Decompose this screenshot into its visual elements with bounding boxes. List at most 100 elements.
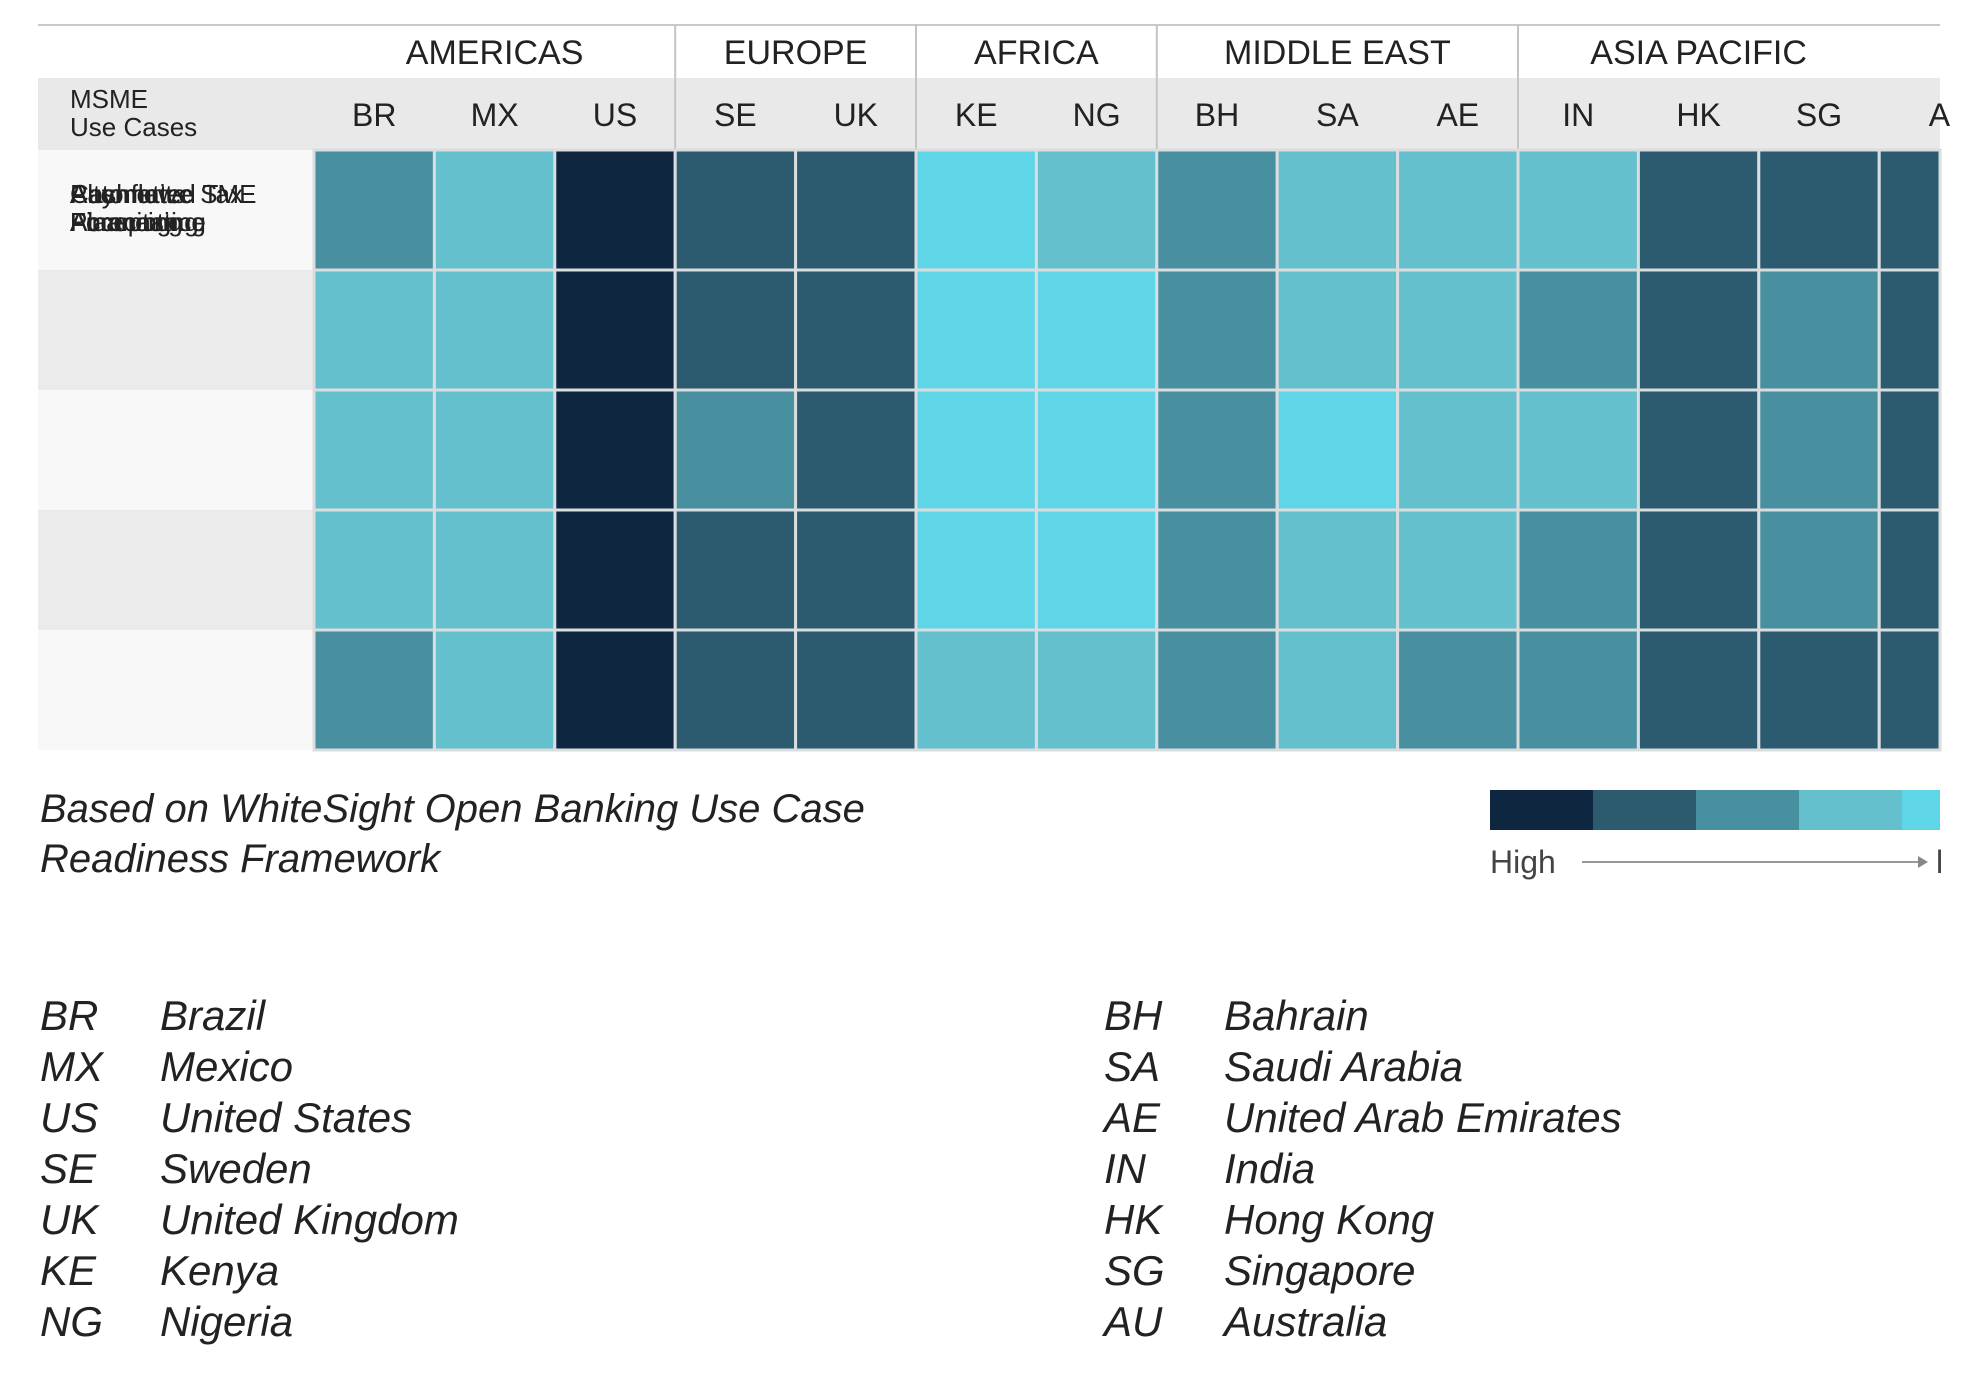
- row-label: Financing: [70, 207, 183, 237]
- glossary-code: BH: [1104, 992, 1163, 1039]
- glossary-code: SA: [1104, 1043, 1160, 1090]
- scale-arrow-head: [1918, 856, 1928, 868]
- heatmap-cell: [1155, 148, 1279, 272]
- heatmap-cell: [914, 268, 1038, 392]
- heatmap-cell: [1275, 148, 1400, 272]
- heatmap-cell: [1034, 628, 1159, 752]
- heatmap-cell: [1516, 388, 1640, 512]
- row-header-label: Use Cases: [70, 112, 197, 142]
- row-label-band: [38, 390, 314, 510]
- row-label: Accounting: [70, 207, 199, 237]
- region-label: EUROPE: [724, 34, 868, 72]
- glossary-name: Brazil: [160, 992, 267, 1039]
- heatmap-cell: [1757, 628, 1881, 752]
- heatmap-cell: [1516, 508, 1640, 632]
- country-label: SA: [1316, 97, 1359, 133]
- country-label: A: [1929, 97, 1951, 133]
- heatmap-cell: [1516, 628, 1640, 752]
- scale-low-label: l: [1936, 844, 1943, 880]
- glossary-code: BR: [40, 992, 98, 1039]
- heatmap-cell: [914, 508, 1038, 632]
- heatmap-cell: [673, 628, 798, 752]
- heatmap-cell: [1636, 148, 1761, 272]
- scale-swatch: [1593, 790, 1696, 830]
- heatmap-cell: [312, 508, 436, 632]
- country-header-band: [38, 78, 1940, 150]
- heatmap-cell: [1516, 268, 1640, 392]
- row-label: Automated: [70, 179, 196, 209]
- glossary-name: United Arab Emirates: [1224, 1094, 1622, 1141]
- chart-caption: Readiness Framework: [40, 837, 442, 881]
- heatmap-cell: [1396, 388, 1520, 512]
- heatmap-cell: [432, 388, 557, 512]
- row-label-band: [38, 270, 314, 390]
- country-label: MX: [471, 97, 519, 133]
- heatmap-cell: [312, 388, 436, 512]
- heatmap-cell: [1275, 268, 1400, 392]
- heatmap-cell: [1636, 508, 1761, 632]
- country-label: KE: [955, 97, 998, 133]
- country-label: SG: [1796, 97, 1842, 133]
- heatmap-cell: [914, 148, 1038, 272]
- heatmap-cell: [432, 148, 557, 272]
- glossary-code: SE: [40, 1145, 97, 1192]
- row-label: Alternative SME: [70, 179, 256, 209]
- heatmap-cell: [312, 268, 436, 392]
- row-header-label: MSME: [70, 84, 148, 114]
- heatmap-cell: [1396, 148, 1520, 272]
- glossary-name: Kenya: [160, 1247, 279, 1294]
- glossary-name: Nigeria: [160, 1298, 293, 1345]
- heatmap-cell: [1877, 628, 1942, 752]
- heatmap-cell: [432, 268, 557, 392]
- heatmap-cell: [673, 148, 798, 272]
- row-label: Automated Tax: [70, 179, 243, 209]
- country-label: AE: [1436, 97, 1479, 133]
- heatmap-cell: [673, 388, 798, 512]
- heatmap-cell: [1155, 508, 1279, 632]
- row-label: Acceptance: [70, 207, 206, 237]
- heatmap-cell: [1877, 388, 1942, 512]
- glossary-name: Sweden: [160, 1145, 312, 1192]
- heatmap-cell: [1034, 388, 1159, 512]
- glossary-code: AE: [1101, 1094, 1161, 1141]
- glossary-code: IN: [1104, 1145, 1147, 1192]
- glossary-name: Bahrain: [1224, 992, 1369, 1039]
- glossary-name: Mexico: [160, 1043, 293, 1090]
- heatmap-cell: [1757, 388, 1881, 512]
- scale-swatch: [1490, 790, 1593, 830]
- heatmap-cell: [1155, 628, 1279, 752]
- heatmap-cell: [1516, 148, 1640, 272]
- row-label: Payments: [70, 179, 186, 209]
- country-label: US: [593, 97, 637, 133]
- row-label-band: [38, 510, 314, 630]
- glossary-code: KE: [40, 1247, 97, 1294]
- heatmap-cell: [553, 508, 677, 632]
- scale-swatch: [1696, 790, 1799, 830]
- heatmap-cell: [1275, 388, 1400, 512]
- glossary-name: United States: [160, 1094, 412, 1141]
- heatmap-cell: [432, 508, 557, 632]
- heatmap-cell: [553, 388, 677, 512]
- chart-caption: Based on WhiteSight Open Banking Use Cas…: [40, 787, 865, 831]
- row-label-band: [38, 630, 314, 750]
- row-label-band: [38, 150, 314, 270]
- region-label: AMERICAS: [406, 34, 584, 72]
- heatmap-cell: [1636, 628, 1761, 752]
- country-label: HK: [1676, 97, 1720, 133]
- heatmap-cell: [794, 268, 918, 392]
- scale-swatch: [1902, 790, 1940, 830]
- glossary-code: MX: [40, 1043, 105, 1090]
- country-label: IN: [1562, 97, 1594, 133]
- heatmap-cell: [1877, 148, 1942, 272]
- glossary-name: Australia: [1221, 1298, 1387, 1345]
- heatmap-cell: [914, 388, 1038, 512]
- region-label: AFRICA: [974, 34, 1099, 72]
- heatmap-cell: [1396, 508, 1520, 632]
- row-label: Cashflow: [70, 179, 177, 209]
- heatmap-cell: [794, 628, 918, 752]
- glossary-code: AU: [1101, 1298, 1163, 1345]
- heatmap-cell: [312, 628, 436, 752]
- heatmap-cell: [1034, 268, 1159, 392]
- heatmap-cell: [673, 508, 798, 632]
